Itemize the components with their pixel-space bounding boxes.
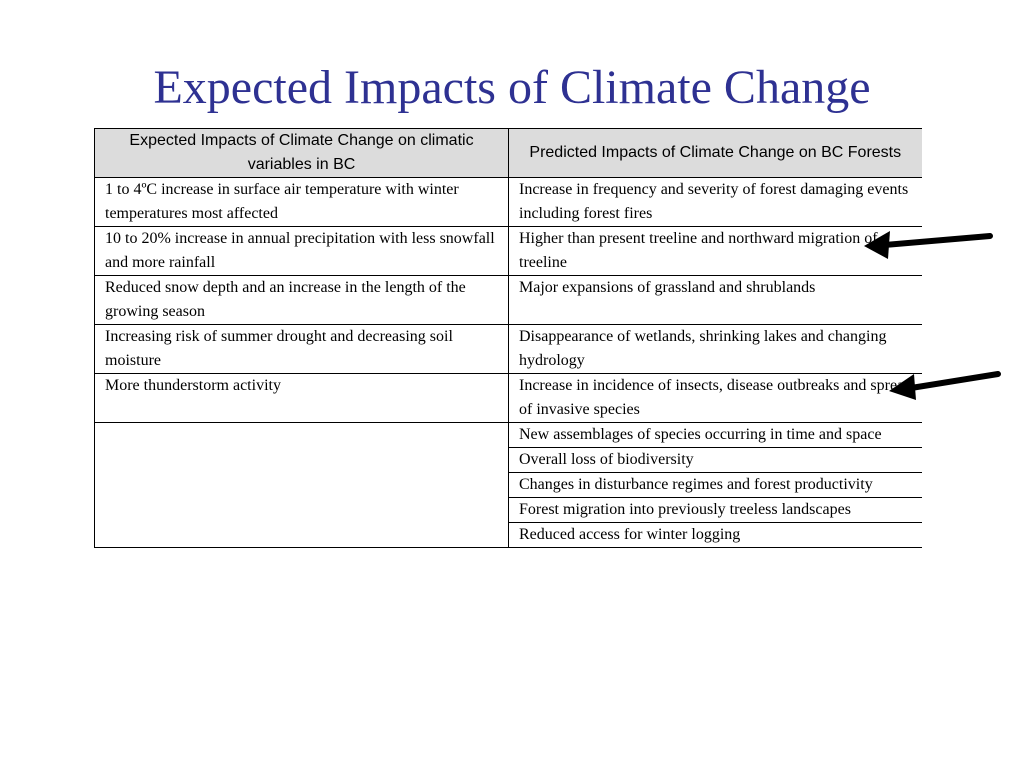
header-forest-impacts: Predicted Impacts of Climate Change on B… [508, 128, 922, 178]
slide-title: Expected Impacts of Climate Change [153, 61, 871, 114]
forest-impact-cell: Forest migration into previously treeles… [508, 497, 922, 523]
table-row: 10 to 20% increase in annual precipitati… [94, 226, 922, 276]
climatic-variable-cell: Increasing risk of summer drought and de… [94, 324, 509, 374]
empty-climatic-cell [94, 422, 509, 548]
forest-impact-cell: New assemblages of species occurring in … [508, 422, 922, 448]
table-header-row: Expected Impacts of Climate Change on cl… [94, 128, 922, 178]
forest-impact-cell: Reduced access for winter logging [508, 522, 922, 548]
impacts-table: Expected Impacts of Climate Change on cl… [94, 128, 922, 548]
table-row: Overall loss of biodiversity [95, 447, 922, 473]
table-row: New assemblages of species occurring in … [94, 422, 922, 548]
forest-impact-cell: Higher than present treeline and northwa… [508, 226, 922, 276]
forest-impact-cell: Changes in disturbance regimes and fores… [508, 472, 922, 498]
climatic-variable-cell: Reduced snow depth and an increase in th… [94, 275, 509, 325]
forest-impact-cell: Major expansions of grassland and shrubl… [508, 275, 922, 325]
table-row: Increasing risk of summer drought and de… [94, 324, 922, 374]
table-row: 1 to 4ºC increase in surface air tempera… [94, 177, 922, 227]
climatic-variable-cell: 10 to 20% increase in annual precipitati… [94, 226, 509, 276]
table-row: Forest migration into previously treeles… [95, 497, 922, 523]
forest-impact-cell: Increase in frequency and severity of fo… [508, 177, 922, 227]
table-row: Reduced access for winter logging [95, 522, 922, 548]
left-arrow-icon [889, 371, 1001, 400]
left-arrow-icon [864, 231, 993, 259]
header-climatic-variables: Expected Impacts of Climate Change on cl… [94, 128, 509, 178]
table-row: Reduced snow depth and an increase in th… [94, 275, 922, 325]
climatic-variable-cell: 1 to 4ºC increase in surface air tempera… [94, 177, 509, 227]
table-row: More thunderstorm activity Increase in i… [94, 373, 922, 423]
climatic-variable-cell: More thunderstorm activity [94, 373, 509, 423]
forest-impact-cell: Overall loss of biodiversity [508, 447, 922, 473]
forest-impact-cell: Disappearance of wetlands, shrinking lak… [508, 324, 922, 374]
forest-impact-cell: Increase in incidence of insects, diseas… [508, 373, 922, 423]
